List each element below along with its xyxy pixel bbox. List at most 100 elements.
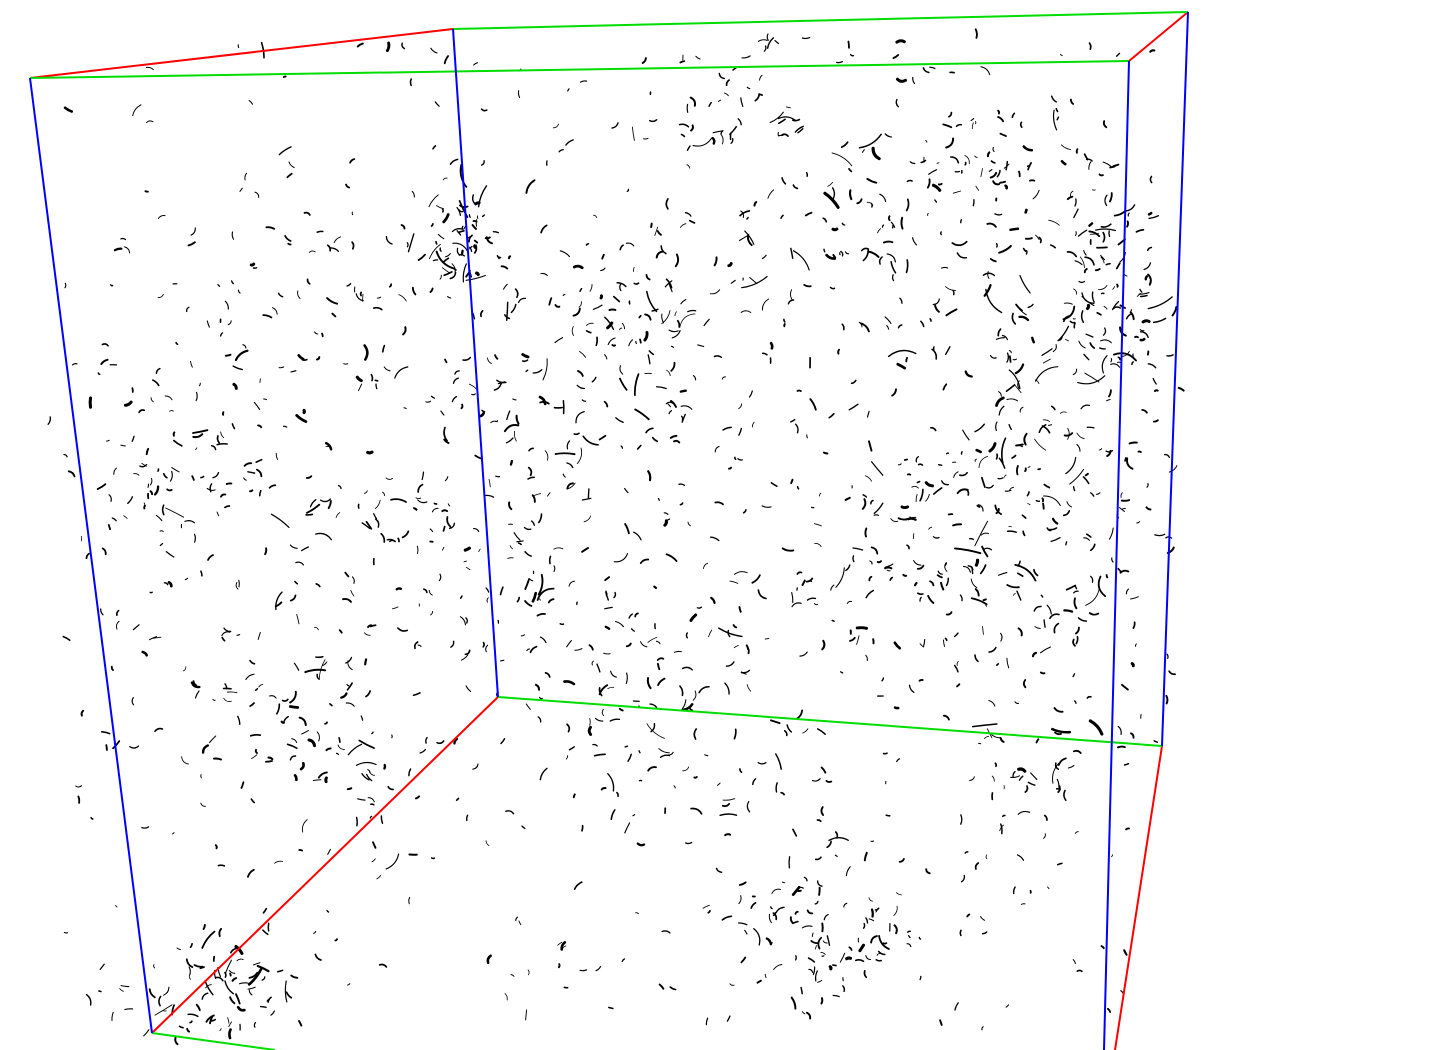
particle-fragment xyxy=(674,253,680,268)
particle-fragment xyxy=(1074,260,1083,266)
particle-fragment xyxy=(858,321,863,328)
particle-fragment xyxy=(792,828,798,837)
particle-fragment xyxy=(581,399,587,402)
particle-fragment xyxy=(609,718,621,722)
particle-fragment xyxy=(741,55,751,59)
particle-fragment xyxy=(289,544,298,549)
particle-fragment xyxy=(209,483,213,493)
particle-fragment xyxy=(373,513,378,520)
particle-fragment xyxy=(333,236,341,244)
particle-fragment xyxy=(679,313,696,328)
particle-fragment xyxy=(651,308,659,312)
particle-fragment xyxy=(1038,424,1047,434)
particle-fragment xyxy=(820,766,827,774)
particle-fragment xyxy=(994,762,998,768)
particle-fragment xyxy=(494,354,499,360)
particle-fragment xyxy=(351,211,354,216)
particle-fragment xyxy=(746,684,752,692)
particle-fragment xyxy=(449,158,459,165)
particle-fragment xyxy=(208,735,217,744)
particle-fragment xyxy=(345,183,351,189)
particle-fragment xyxy=(127,496,134,504)
particle-fragment xyxy=(192,433,204,439)
particle-fragment xyxy=(814,900,819,905)
particle-fragment xyxy=(452,377,459,384)
particle-fragment xyxy=(455,797,460,802)
particle-fragment xyxy=(929,580,935,587)
particle-fragment xyxy=(928,169,938,175)
particle-fragment xyxy=(483,494,495,498)
particle-fragment xyxy=(249,702,255,707)
particle-fragment xyxy=(538,513,543,524)
particle-fragment xyxy=(499,659,505,662)
particle-fragment xyxy=(109,284,114,287)
particle-fragment xyxy=(658,983,665,990)
particle-fragment xyxy=(186,1027,191,1033)
particle-fragment xyxy=(869,560,873,565)
particle-fragment xyxy=(552,123,559,129)
particle-fragment xyxy=(1098,173,1104,177)
particle-fragment xyxy=(1100,339,1112,344)
particle-fragment xyxy=(340,692,348,699)
particle-fragment xyxy=(238,982,249,985)
particle-fragment xyxy=(1139,294,1148,298)
particle-fragment xyxy=(604,625,611,630)
particle-fragment xyxy=(473,239,479,244)
particle-fragment xyxy=(554,452,576,456)
particle-fragment xyxy=(771,888,782,894)
particle-fragment xyxy=(1017,380,1020,390)
particle-fragment xyxy=(161,504,165,516)
particle-fragment xyxy=(228,1021,233,1028)
particle-fragment xyxy=(1065,541,1068,546)
particle-fragment xyxy=(780,791,785,796)
particle-fragment xyxy=(995,396,1005,407)
particle-fragment xyxy=(403,407,407,410)
particle-fragment xyxy=(171,467,180,473)
particle-fragment xyxy=(885,814,891,817)
particle-fragment xyxy=(316,731,320,742)
particle-fragment xyxy=(863,970,868,979)
particle-fragment xyxy=(172,431,176,437)
particle-fragment xyxy=(581,547,589,553)
particle-fragment xyxy=(345,702,355,707)
particle-fragment xyxy=(955,123,963,128)
particle-fragment xyxy=(960,814,963,825)
box-edge-y-top-far xyxy=(452,11,1189,30)
particle-fragment xyxy=(673,439,681,444)
particle-fragment xyxy=(1149,175,1153,184)
particle-fragment xyxy=(846,600,853,604)
particle-fragment xyxy=(593,753,606,757)
particle-fragment xyxy=(231,423,236,430)
particle-fragment xyxy=(1016,854,1025,861)
particle-fragment xyxy=(868,440,873,452)
particle-fragment xyxy=(884,566,893,570)
particle-fragment xyxy=(839,952,846,963)
particle-fragment xyxy=(900,505,910,509)
particle-fragment xyxy=(194,447,198,451)
particle-fragment xyxy=(1004,489,1012,492)
particle-fragment xyxy=(360,715,364,721)
particle-fragment xyxy=(918,678,924,682)
particle-fragment xyxy=(649,703,658,709)
particle-fragment xyxy=(205,984,212,989)
particle-fragment xyxy=(624,487,629,494)
particle-fragment xyxy=(898,858,905,863)
particle-fragment xyxy=(334,938,338,942)
particle-fragment xyxy=(536,587,555,601)
particle-fragment xyxy=(532,369,543,374)
particle-fragment xyxy=(288,705,300,709)
particle-fragment xyxy=(326,297,339,305)
particle-fragment xyxy=(738,881,747,886)
particle-fragment xyxy=(365,690,371,698)
particle-fragment xyxy=(906,943,912,948)
particle-fragment xyxy=(400,224,406,230)
particle-fragment xyxy=(676,319,681,328)
particle-fragment xyxy=(562,473,566,478)
particle-fragment xyxy=(1102,120,1108,129)
particle-fragment xyxy=(419,748,427,754)
particle-fragment xyxy=(766,33,769,41)
particle-fragment xyxy=(253,401,261,410)
particle-fragment xyxy=(814,856,822,861)
